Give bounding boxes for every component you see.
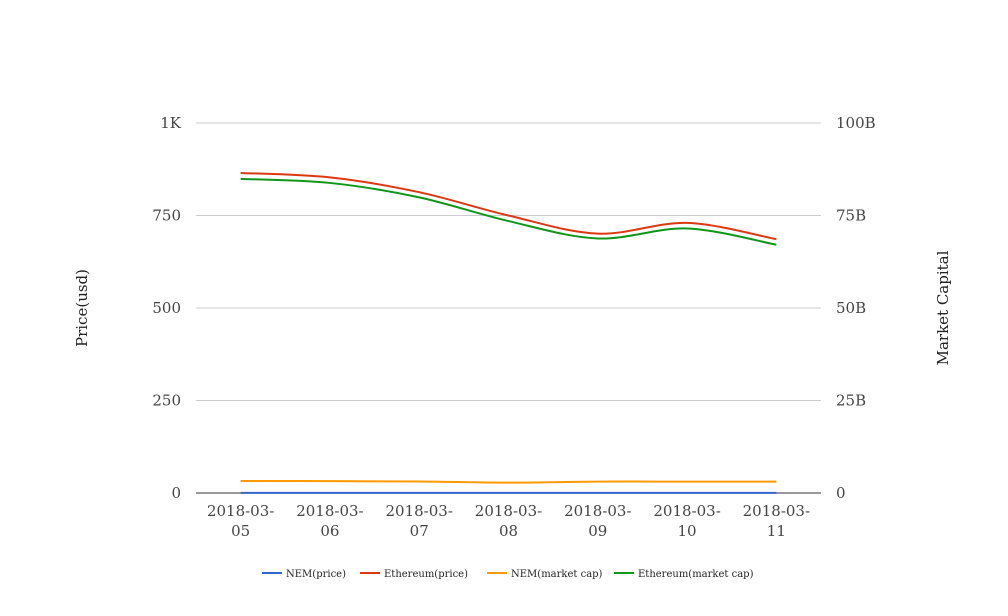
legend-item-ethereum-price[interactable]: Ethereum(price) [360,569,468,580]
legend-label: NEM(price) [286,569,346,580]
right-axis-title: Market Capital [934,250,952,365]
left-tick-label: 250 [152,392,181,410]
right-tick-label: 75B [836,207,866,225]
left-tick-label: 1K [160,114,182,132]
legend: NEM(price) Ethereum(price) NEM(market cap)… [262,569,754,580]
series-lines [240,171,777,494]
series-line-nem-market-cap [240,479,777,484]
left-y-axis-ticks: 0 250 500 750 1K [152,114,181,502]
series-line-ethereum-market-cap [240,177,777,246]
right-tick-label: 100B [836,114,876,132]
x-axis-ticks: 2018-03-05 2018-03-06 2018-03-07 2018-03-08… [207,502,810,540]
legend-item-ethereum-market-cap[interactable]: Ethereum(market cap) [614,569,754,580]
right-tick-label: 25B [836,392,866,410]
legend-item-nem-market-cap[interactable]: NEM(market cap) [487,569,603,580]
legend-label: Ethereum(market cap) [638,569,754,580]
legend-label: Ethereum(price) [384,569,468,580]
series-line-ethereum-price [240,171,777,241]
grid-lines [196,122,821,401]
x-tick-label: 2018-03-10 [653,502,720,540]
left-tick-label: 500 [152,299,181,317]
x-tick-label: 2018-03-07 [386,502,453,540]
left-tick-label: 0 [171,484,181,502]
left-tick-label: 750 [152,207,181,225]
left-axis-title: Price(usd) [73,269,91,347]
x-tick-label: 2018-03-11 [743,502,810,540]
right-y-axis-ticks: 0 25B 50B 75B 100B [836,114,876,502]
legend-label: NEM(market cap) [511,569,603,580]
x-tick-label: 2018-03-06 [296,502,363,540]
right-tick-label: 50B [836,299,866,317]
legend-item-nem-price[interactable]: NEM(price) [262,569,346,580]
right-tick-label: 0 [836,484,846,502]
x-tick-label: 2018-03-08 [475,502,542,540]
x-tick-label: 2018-03-05 [207,502,274,540]
x-tick-label: 2018-03-09 [564,502,631,540]
